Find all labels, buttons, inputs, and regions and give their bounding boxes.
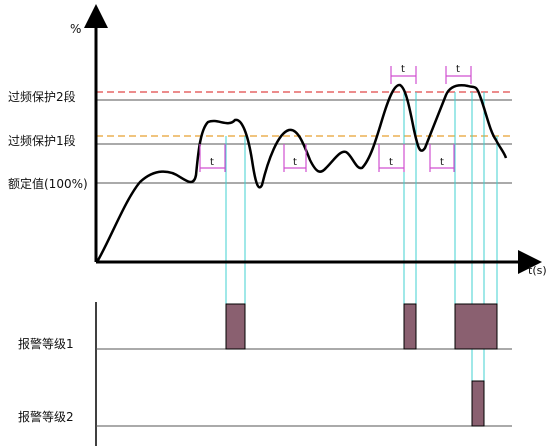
delay-label: t: [456, 64, 460, 75]
delay-label: t: [210, 157, 214, 168]
delay-label: t: [293, 157, 297, 168]
alarm2-pulses: [471, 380, 485, 427]
alarm1-pulse: [454, 303, 498, 350]
alarm2-label: 报警等级2: [18, 409, 74, 424]
delay-brackets: [199, 66, 472, 172]
stage1-label: 过频保护1段: [8, 133, 76, 148]
frequency-curve: [95, 83, 508, 263]
delay-labels: t t t t t t: [210, 64, 460, 168]
alarm1-pulse: [403, 303, 417, 350]
delay-label: t: [389, 157, 393, 168]
alarm1-pulse: [225, 303, 246, 350]
delay-label: t: [401, 64, 405, 75]
y-axis-unit: %: [70, 22, 81, 36]
alarm1-pulses: [225, 303, 498, 350]
delay-label: t: [440, 157, 444, 168]
alarm1-label: 报警等级1: [18, 336, 74, 351]
guide-lines: [225, 92, 498, 426]
x-axis-label: t(s): [528, 264, 547, 277]
rated-label: 额定值(100%): [8, 176, 88, 191]
stage2-label: 过频保护2段: [8, 89, 76, 104]
alarm2-pulse: [471, 380, 485, 427]
